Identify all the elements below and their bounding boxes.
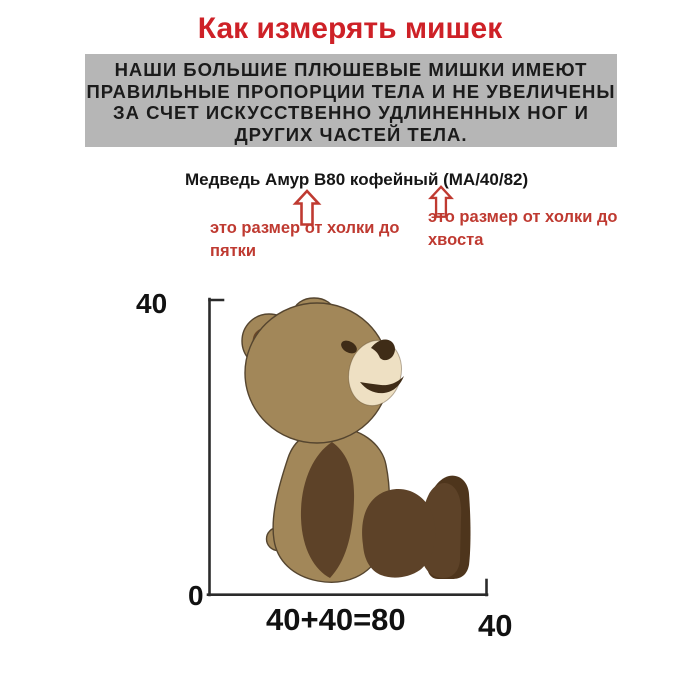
bear-thigh: [362, 489, 436, 578]
up-arrow-icon: [428, 185, 454, 218]
bear-eye: [341, 340, 357, 354]
height-label: 40: [136, 288, 168, 319]
banner-line: НАШИ БОЛЬШИЕ ПЛЮШЕВЫЕ МИШКИ ИМЕЮТ: [114, 59, 588, 80]
banner-line: ПРАВИЛЬНЫЕ ПРОПОРЦИИ ТЕЛА И НЕ УВЕЛИЧЕНЫ: [86, 80, 616, 102]
annotation-tail-line1: это размер от холки до: [428, 208, 618, 226]
annotation-tail: это размер от холки до хвоста: [428, 206, 618, 252]
bear-nose: [371, 339, 395, 361]
bear-mouth: [360, 376, 404, 394]
page-title: Как измерять мишек: [197, 12, 503, 45]
bear-arm: [300, 442, 355, 578]
bear-illustration: [241, 297, 471, 583]
annotation-tail-line2: хвоста: [428, 231, 484, 249]
length-formula-label: 40+40=80: [266, 602, 406, 637]
length-label: 40: [478, 608, 513, 643]
origin-label: 0: [188, 580, 204, 611]
size-diagram: [206, 297, 489, 597]
banner-line: ДРУГИХ ЧАСТЕЙ ТЕЛА.: [234, 123, 468, 145]
product-name: Медведь Амур В80 кофейный (МА/40/82): [185, 170, 529, 189]
annotation-heel-line2: пятки: [210, 242, 257, 260]
annotation-heel: это размер от холки до пятки: [210, 217, 400, 263]
up-arrow-icon: [292, 189, 322, 226]
info-banner: НАШИ БОЛЬШИЕ ПЛЮШЕВЫЕ МИШКИ ИМЕЮТ ПРАВИЛ…: [85, 54, 617, 147]
banner-line: ЗА СЧЕТ ИСКУССТВЕННО УДЛИНЕННЫХ НОГ И: [113, 102, 589, 123]
annotation-heel-line1: это размер от холки до: [210, 219, 400, 237]
